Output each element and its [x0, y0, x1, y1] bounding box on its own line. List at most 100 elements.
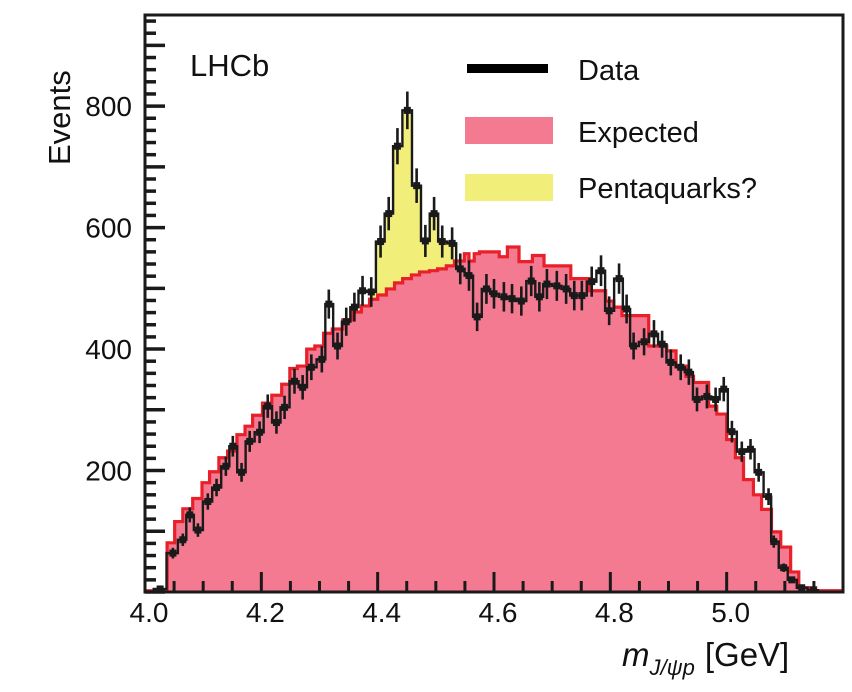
legend-expected-label: Expected [578, 117, 699, 149]
data-marker [350, 303, 358, 311]
data-point [299, 375, 307, 400]
data-point [194, 523, 202, 537]
expected-bin [761, 509, 773, 592]
data-marker [770, 538, 778, 546]
x-axis-symbol: m [622, 636, 650, 673]
data-point [588, 266, 596, 297]
data-marker [186, 511, 194, 519]
data-point [229, 435, 237, 457]
data-marker [272, 419, 280, 427]
expected-bin [507, 247, 520, 592]
legend-pentaquark-swatch [465, 174, 553, 201]
expected-bin [693, 382, 710, 592]
data-marker [456, 265, 464, 273]
y-axis-label: Events [42, 70, 77, 165]
data-marker [562, 285, 570, 293]
data-point [685, 359, 693, 385]
x-axis-unit: [GeV] [705, 636, 789, 673]
expected-bin [323, 333, 333, 592]
expected-bin [588, 290, 607, 592]
expected-bin [743, 479, 755, 592]
data-marker [299, 383, 307, 391]
data-marker [667, 358, 675, 366]
legend-expected-swatch [465, 117, 553, 144]
data-marker [570, 292, 578, 300]
data-marker [517, 297, 525, 305]
data-marker [798, 584, 806, 592]
data-marker [169, 549, 177, 557]
expected-bin [262, 403, 273, 592]
expected-bin [666, 350, 677, 592]
expected-bin [468, 260, 475, 592]
data-marker [728, 428, 736, 436]
expected-bin [377, 294, 387, 592]
data-marker [658, 340, 666, 348]
data-point [517, 286, 525, 316]
data-point [508, 283, 516, 314]
data-point [473, 302, 481, 332]
expected-bin [499, 256, 508, 592]
expected-bin [352, 312, 362, 592]
expected-bin [174, 521, 184, 592]
data-marker [738, 448, 746, 456]
expected-bin [411, 274, 421, 592]
expected-bin [314, 346, 325, 592]
data-point [738, 441, 746, 462]
y-tick-label: 600 [85, 213, 132, 244]
expected-bin [454, 260, 465, 592]
data-point [367, 277, 375, 307]
data-point [350, 292, 358, 322]
expected-bin [342, 319, 354, 592]
expected-bin [676, 366, 687, 592]
data-marker [482, 285, 490, 293]
data-point [650, 320, 658, 348]
data-point [747, 439, 755, 460]
expected-bin [167, 542, 176, 592]
plot-area [145, 91, 843, 592]
data-marker [318, 355, 326, 363]
y-tick-label: 200 [85, 456, 132, 487]
data-marker [693, 395, 701, 403]
data-point [720, 376, 728, 402]
data-point [578, 280, 586, 311]
data-marker [630, 342, 638, 350]
expected-bin [437, 268, 447, 592]
data-point [430, 196, 438, 231]
expected-bin [386, 288, 396, 592]
expected-bin [519, 261, 533, 592]
data-marker [238, 468, 246, 476]
expected-bin [544, 265, 572, 592]
data-marker [325, 300, 333, 308]
data-point [222, 456, 230, 476]
data-marker [229, 442, 237, 450]
data-marker [677, 363, 685, 371]
expected-bin [716, 414, 728, 592]
expected-bin [306, 349, 316, 592]
expected-bin [621, 315, 650, 592]
data-point [246, 430, 254, 452]
data-marker [385, 210, 393, 218]
expected-bin [735, 457, 745, 592]
data-marker [448, 239, 456, 247]
data-point [264, 394, 272, 418]
data-marker [490, 290, 498, 298]
expected-bin [446, 265, 456, 592]
data-marker [508, 295, 516, 303]
data-point [630, 332, 638, 360]
data-marker [334, 342, 342, 350]
data-marker [703, 392, 711, 400]
data-point [605, 296, 613, 326]
data-marker [597, 267, 605, 275]
x-tick-label: 4.6 [479, 597, 518, 628]
legend-pentaquark-label: Pentaquarks? [578, 173, 757, 205]
expected-bin [245, 426, 254, 592]
data-marker [307, 363, 315, 371]
data-marker [712, 395, 720, 403]
expected-bin [726, 439, 736, 592]
data-point [169, 547, 177, 559]
data-marker [553, 282, 561, 290]
data-marker [194, 526, 202, 534]
expected-bin [532, 255, 545, 592]
data-point [318, 346, 326, 373]
